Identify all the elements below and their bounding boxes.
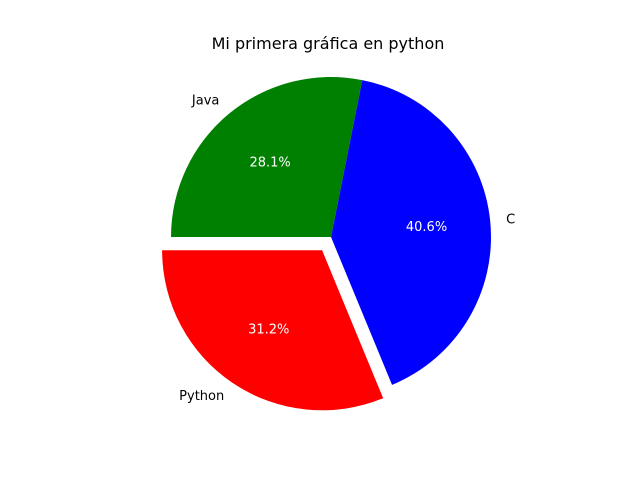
- slice-label-python: Python: [179, 389, 224, 404]
- slice-label-c: C: [506, 212, 515, 227]
- pct-label-python: 31.2%: [248, 323, 289, 338]
- pct-label-c: 40.6%: [406, 220, 447, 235]
- pie-slices: [162, 76, 492, 411]
- chart-title: Mi primera gráfica en python: [212, 34, 445, 53]
- slice-label-java: Java: [191, 93, 219, 108]
- pie-slice-c: [331, 80, 492, 385]
- pie-labels: 31.2% Python 40.6% C 28.1% Java: [179, 93, 515, 404]
- pct-label-java: 28.1%: [249, 155, 290, 170]
- pie-slice-python: [162, 250, 384, 411]
- pie-slice-java: [171, 76, 363, 237]
